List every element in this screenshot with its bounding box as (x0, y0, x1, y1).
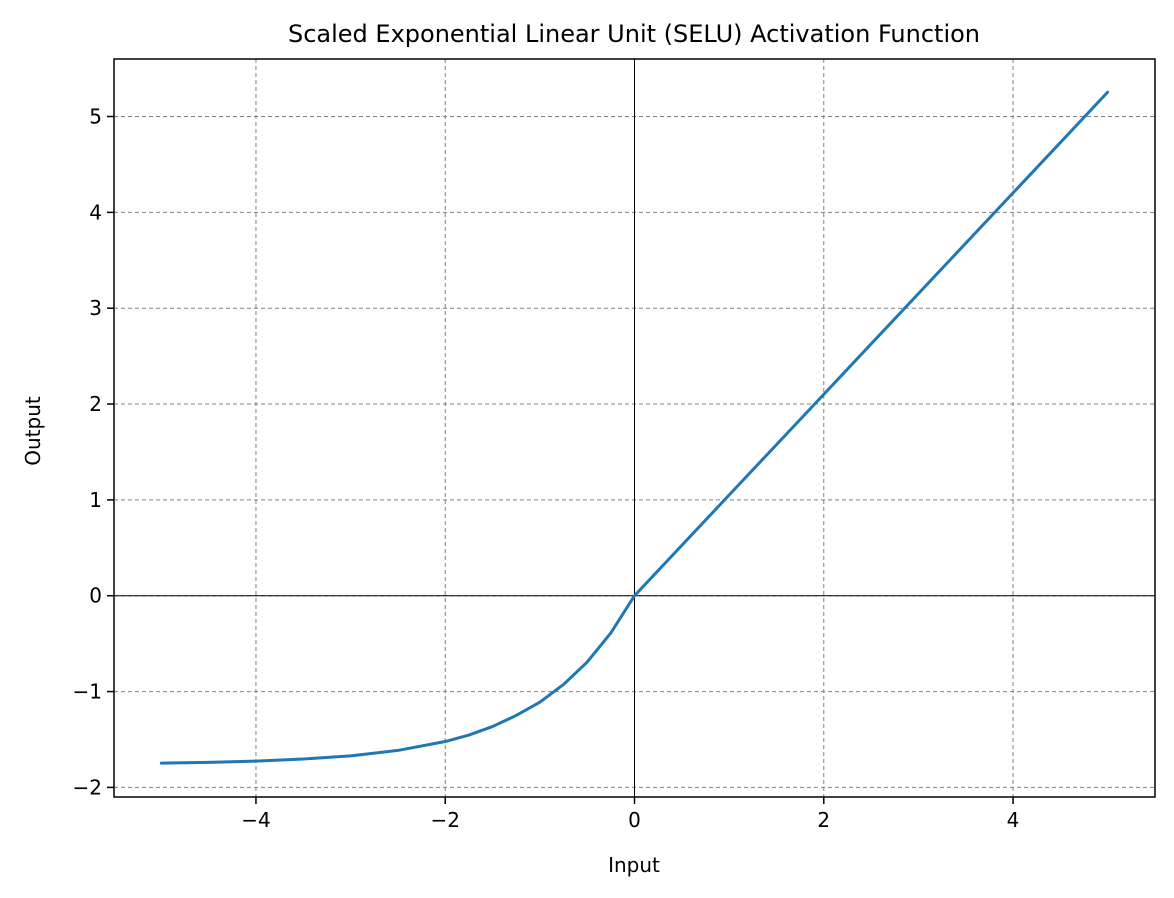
series-layer (159, 90, 1110, 765)
tick-layer: −4 −2 0 2 4 −2 −1 0 1 2 3 4 5 (73, 105, 1020, 832)
x-tick-label-1: −2 (430, 808, 459, 832)
x-tick-label-0: −4 (241, 808, 270, 832)
x-tick-label-3: 2 (817, 808, 830, 832)
x-tick-label-2: 0 (628, 808, 641, 832)
y-tick-label-1: −1 (73, 680, 102, 704)
x-tick-label-4: 4 (1007, 808, 1020, 832)
x-axis-label: Input (608, 853, 660, 877)
series-line-0 (159, 90, 1110, 765)
y-tick-label-2: 0 (89, 584, 102, 608)
y-tick-label-5: 3 (89, 296, 102, 320)
y-axis-label: Output (21, 396, 45, 466)
y-tick-label-4: 2 (89, 392, 102, 416)
y-tick-label-7: 5 (89, 105, 102, 129)
chart-title: Scaled Exponential Linear Unit (SELU) Ac… (288, 20, 980, 48)
y-tick-label-6: 4 (89, 200, 102, 224)
y-tick-label-3: 1 (89, 488, 102, 512)
y-tick-label-0: −2 (73, 775, 102, 799)
zero-lines (114, 59, 1155, 797)
